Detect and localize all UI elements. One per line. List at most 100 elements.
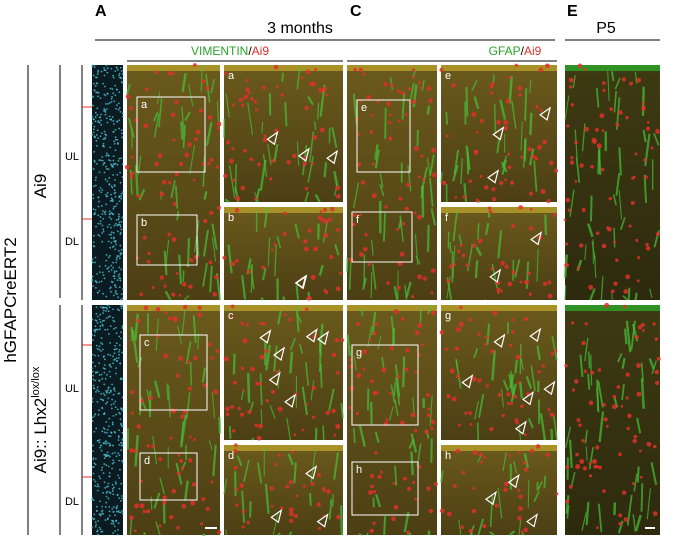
cell	[163, 284, 167, 288]
cell	[368, 338, 372, 342]
cell	[655, 231, 661, 237]
nucleus	[92, 193, 94, 196]
nucleus	[119, 279, 122, 282]
cell	[162, 495, 167, 500]
nucleus	[102, 472, 105, 475]
nucleus	[98, 379, 101, 382]
cell	[581, 208, 586, 213]
nucleus	[109, 492, 112, 495]
nucleus	[101, 213, 104, 215]
cell	[353, 67, 357, 72]
fiber	[410, 451, 414, 476]
cell	[478, 452, 483, 457]
fiber	[539, 413, 547, 441]
cell	[506, 401, 511, 406]
nucleus	[111, 423, 114, 426]
nucleus	[116, 138, 119, 141]
nucleus	[112, 163, 115, 165]
nucleus	[92, 131, 95, 134]
cell	[142, 235, 147, 240]
nucleus	[91, 122, 94, 125]
nucleus	[119, 511, 122, 514]
fiber	[201, 367, 207, 383]
cell	[190, 259, 194, 263]
fiber	[247, 102, 254, 135]
fiber	[158, 97, 163, 128]
cell	[611, 404, 617, 410]
nucleus	[99, 528, 102, 531]
nucleus	[120, 252, 123, 255]
cell	[489, 91, 494, 95]
nucleus	[94, 261, 96, 264]
fiber	[452, 210, 458, 242]
nucleus	[108, 223, 111, 226]
cell	[154, 70, 159, 75]
cell	[245, 78, 249, 82]
cell	[208, 115, 213, 120]
cell	[262, 137, 268, 143]
nucleus	[103, 277, 106, 280]
cell	[455, 374, 460, 379]
micrograph	[223, 443, 343, 536]
cell	[393, 309, 399, 315]
fiber	[200, 65, 203, 92]
nucleus	[112, 236, 115, 239]
fiber	[626, 494, 633, 526]
cell	[253, 100, 257, 104]
nucleus	[113, 240, 116, 243]
cell	[581, 439, 585, 443]
inset-letter: e	[445, 70, 451, 82]
cell	[602, 403, 606, 407]
cell	[397, 119, 401, 123]
cell	[645, 242, 649, 247]
nucleus	[96, 321, 99, 324]
cell	[307, 228, 312, 233]
nucleus	[99, 187, 102, 189]
cell	[327, 218, 332, 223]
fiber	[493, 104, 497, 134]
nucleus	[109, 87, 112, 90]
nucleus	[108, 506, 111, 508]
nucleus	[95, 344, 98, 347]
cell	[462, 195, 467, 199]
nucleus	[95, 306, 98, 309]
fiber	[632, 514, 637, 532]
fiber	[143, 532, 146, 536]
cell	[129, 172, 134, 177]
arrowhead	[326, 149, 339, 165]
micrograph	[124, 63, 222, 301]
nucleus	[118, 257, 121, 260]
nucleus	[112, 319, 115, 322]
nucleus	[96, 113, 99, 116]
cell	[489, 427, 494, 432]
cell	[265, 398, 269, 403]
nucleus	[103, 355, 105, 358]
cell	[451, 396, 457, 402]
cell	[364, 233, 368, 237]
nucleus	[107, 465, 110, 468]
cell	[517, 451, 521, 455]
nucleus	[101, 348, 104, 351]
nucleus	[116, 173, 119, 176]
cell	[414, 330, 420, 336]
cell	[406, 486, 411, 491]
nucleus	[99, 446, 101, 449]
nucleus	[108, 475, 111, 478]
nucleus	[118, 454, 121, 457]
fiber	[477, 223, 480, 240]
cell	[335, 424, 341, 430]
fiber	[296, 141, 300, 166]
nucleus	[95, 523, 98, 526]
inset-letter: f	[356, 214, 360, 226]
arrowhead	[305, 328, 318, 343]
fiber	[406, 532, 412, 536]
fiber	[405, 281, 412, 298]
fiber	[313, 121, 317, 131]
nucleus	[93, 234, 95, 237]
nucleus	[92, 384, 95, 387]
fiber	[264, 483, 270, 514]
cell	[154, 161, 159, 167]
nucleus	[115, 342, 118, 344]
cell	[615, 122, 620, 127]
nucleus	[102, 82, 104, 85]
